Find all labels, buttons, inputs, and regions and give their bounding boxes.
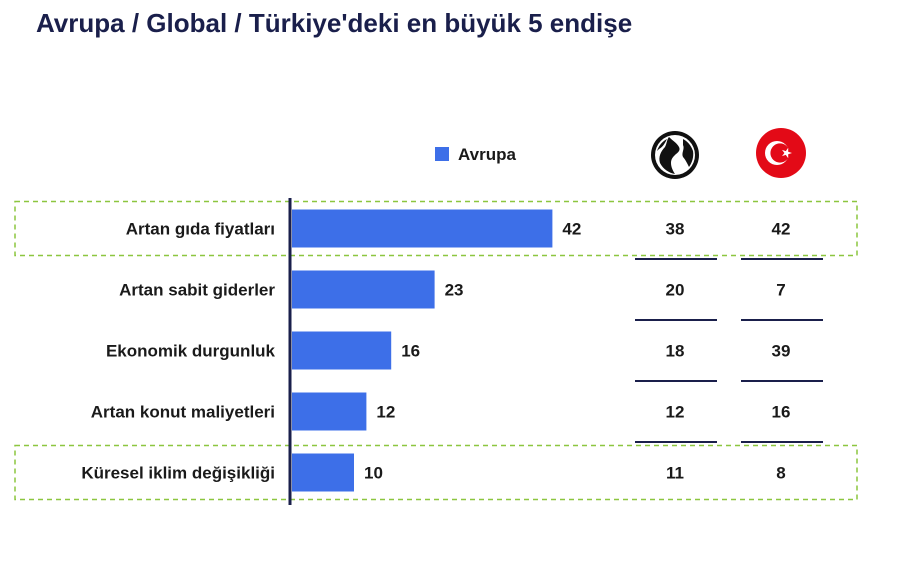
table-value: 8 xyxy=(776,464,785,483)
bar-value-label: 12 xyxy=(376,403,395,422)
table-value: 42 xyxy=(772,220,791,239)
bar xyxy=(292,453,354,492)
bar xyxy=(292,209,553,248)
highlight-box xyxy=(14,444,858,501)
table-value: 7 xyxy=(776,281,785,300)
bar xyxy=(292,392,367,431)
table-value: 11 xyxy=(666,464,684,483)
bar-value-label: 42 xyxy=(562,220,581,239)
table-value: 20 xyxy=(666,281,685,300)
category-label: Artan konut maliyetleri xyxy=(91,403,275,422)
legend-label: Avrupa xyxy=(458,145,516,164)
category-label: Artan gıda fiyatları xyxy=(126,220,275,239)
category-label: Küresel iklim değişikliği xyxy=(81,464,275,483)
chart-title: Avrupa / Global / Türkiye'deki en büyük … xyxy=(36,8,633,38)
bar-value-label: 23 xyxy=(445,281,464,300)
highlight-box xyxy=(14,200,858,257)
legend: Avrupa xyxy=(435,145,516,164)
table-value: 38 xyxy=(666,220,685,239)
legend-swatch xyxy=(435,147,449,161)
table-value: 12 xyxy=(666,403,685,422)
bar xyxy=(292,270,435,309)
table-value: 18 xyxy=(666,342,685,361)
category-label: Ekonomik durgunluk xyxy=(106,342,276,361)
turkey-flag-icon xyxy=(756,128,806,178)
globe-icon xyxy=(651,131,699,179)
table-value: 39 xyxy=(772,342,791,361)
category-label: Artan sabit giderler xyxy=(119,281,275,300)
bar-value-label: 16 xyxy=(401,342,420,361)
bar-value-label: 10 xyxy=(364,464,383,483)
table-value: 16 xyxy=(772,403,791,422)
bar xyxy=(292,331,392,370)
